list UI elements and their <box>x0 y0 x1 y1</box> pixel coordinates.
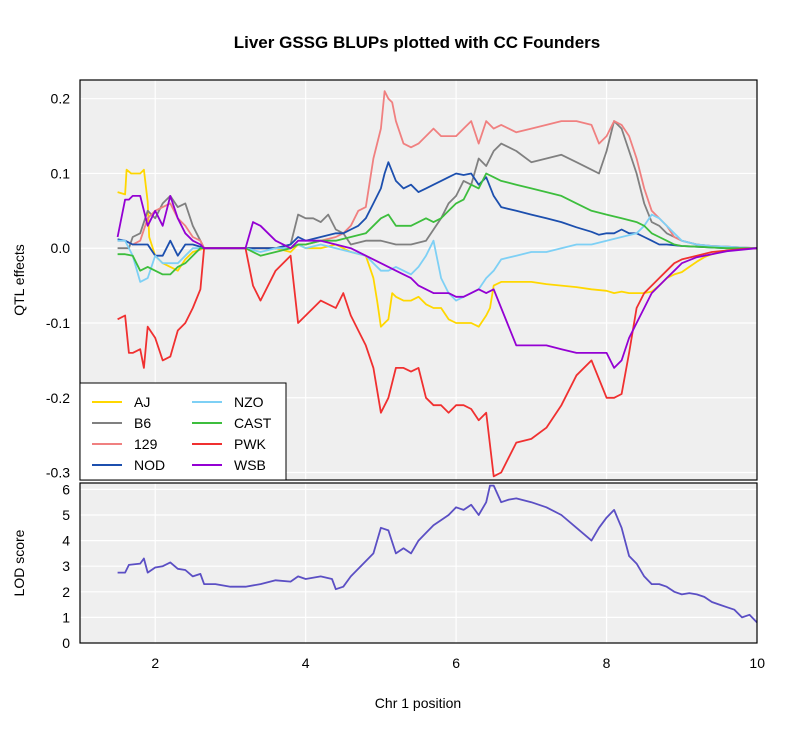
series-line-b6 <box>117 120 758 250</box>
qtl-effects-y-ticks: -0.3 -0.2 -0.1 0.0 0.1 0.2 <box>46 91 70 481</box>
lod-score-y-tick-label: 2 <box>62 584 70 600</box>
lod-score-panel: 0 1 2 3 4 5 6 2 4 6 8 10 LOD score Chr 1 position <box>11 481 765 711</box>
lod-score-lines <box>117 484 758 624</box>
qtl-effects-y-tick-label: 0.0 <box>51 240 71 256</box>
qtl-effects-y-tick-label: -0.2 <box>46 390 70 406</box>
series-line-129 <box>117 90 758 250</box>
series-line-cast <box>117 172 757 276</box>
qtl-effects-y-tick-label: 0.2 <box>51 91 71 107</box>
x-tick-label: 4 <box>302 655 310 671</box>
lod-score-plot-border <box>79 482 758 644</box>
x-tick-label: 6 <box>452 655 460 671</box>
series-line-nzo <box>117 213 758 302</box>
qtl-effects-y-tick-label: -0.3 <box>46 465 70 481</box>
chart-title: Liver GSSG BLUPs plotted with CC Founder… <box>234 33 600 52</box>
lod-score-plot-area <box>80 483 757 643</box>
lod-score-x-ticks: 2 4 6 8 10 <box>151 655 765 671</box>
qtl-effects-y-tick-label: 0.1 <box>51 165 71 181</box>
series-line-wsb <box>116 194 758 369</box>
qtl-effects-panel: -0.3 -0.2 -0.1 0.0 0.1 0.2 QTL effects AJ B6 12… <box>11 79 758 481</box>
legend-box <box>79 382 287 481</box>
legend-label-pwk: PWK <box>234 436 267 452</box>
lod-score-y-tick-label: 1 <box>62 609 70 625</box>
qtl-effects-y-label: QTL effects <box>11 244 27 316</box>
lod-score-line <box>117 484 758 624</box>
legend-label-129: 129 <box>134 436 158 452</box>
lod-score-y-tick-label: 0 <box>62 635 70 651</box>
legend-label-wsb: WSB <box>234 457 266 473</box>
lod-score-y-tick-label: 5 <box>62 507 70 523</box>
qtl-effects-lines <box>116 90 758 478</box>
x-tick-label: 10 <box>749 655 765 671</box>
legend-label-cast: CAST <box>234 415 272 431</box>
x-tick-label: 2 <box>151 655 159 671</box>
lod-score-y-tick-label: 3 <box>62 558 70 574</box>
legend-label-nod: NOD <box>134 457 165 473</box>
legend-label-aj: AJ <box>134 394 150 410</box>
lod-score-y-label: LOD score <box>11 529 27 596</box>
legend-label-nzo: NZO <box>234 394 264 410</box>
legend-label-b6: B6 <box>134 415 151 431</box>
lod-score-y-ticks: 0 1 2 3 4 5 6 <box>62 481 70 651</box>
lod-score-y-tick-label: 6 <box>62 481 70 497</box>
legend: AJ B6 129 NOD NZO CAST PWK WSB <box>79 382 287 481</box>
qtl-effects-y-tick-label: -0.1 <box>46 315 70 331</box>
x-axis-label: Chr 1 position <box>375 695 461 711</box>
lod-score-y-tick-label: 4 <box>62 533 70 549</box>
x-tick-label: 8 <box>603 655 611 671</box>
qtl-effects-plot-border <box>79 79 758 481</box>
